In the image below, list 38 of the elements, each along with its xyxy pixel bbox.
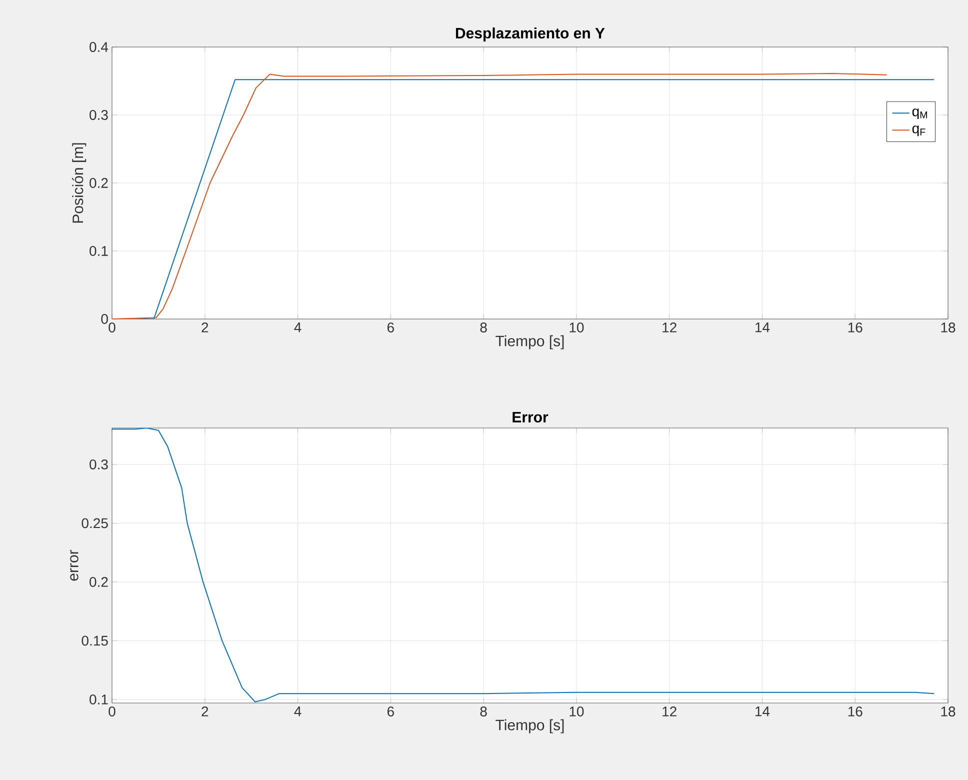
x-tick-label: 16 — [848, 322, 862, 332]
y-tick-label: 0.2 — [90, 576, 108, 587]
x-tick-label: 2 — [202, 706, 208, 716]
x-tick-label: 10 — [570, 322, 584, 332]
x-tick-label: 6 — [387, 322, 394, 332]
x-tick-label: 18 — [941, 322, 956, 332]
legend-label: q$_{M}$ — [912, 108, 927, 120]
x-axis-title: Tiempo [s] — [496, 335, 564, 350]
y-tick-label: 0.4 — [90, 42, 108, 52]
x-tick-label: 12 — [662, 706, 676, 716]
y-tick-label: 0.3 — [90, 110, 108, 120]
y-tick-label: 0.15 — [82, 636, 108, 646]
y-tick-label: 0.2 — [90, 178, 108, 188]
x-tick-label: 18 — [941, 706, 956, 716]
x-tick-label: 16 — [848, 706, 862, 716]
y-axis-title: error — [70, 550, 78, 581]
x-axis-title: Tiempo [s] — [496, 719, 564, 734]
y-tick-label: 0.3 — [90, 459, 108, 470]
y-tick-label: 0 — [101, 314, 108, 324]
x-tick-label: 0 — [108, 322, 116, 332]
y-tick-label: 0.1 — [90, 694, 108, 704]
y-axis-title: Posición [m] — [72, 143, 86, 223]
x-tick-label: 0 — [108, 706, 116, 716]
x-tick-label: 6 — [387, 706, 394, 716]
x-tick-label: 4 — [294, 706, 302, 716]
x-tick-label: 2 — [202, 322, 208, 332]
x-tick-label: 14 — [756, 322, 770, 332]
x-tick-label: 14 — [756, 706, 770, 716]
chart-title: Desplazamiento en Y — [456, 27, 605, 42]
x-tick-label: 8 — [480, 706, 487, 716]
x-tick-label: 4 — [294, 322, 302, 332]
legend-label: q$_{F}$ — [912, 126, 926, 136]
x-tick-label: 8 — [480, 322, 487, 332]
chart-title: Error — [512, 412, 548, 422]
x-tick-label: 10 — [570, 706, 584, 716]
x-tick-label: 12 — [662, 322, 676, 332]
y-tick-label: 0.1 — [90, 246, 108, 256]
y-tick-label: 0.25 — [82, 518, 108, 528]
